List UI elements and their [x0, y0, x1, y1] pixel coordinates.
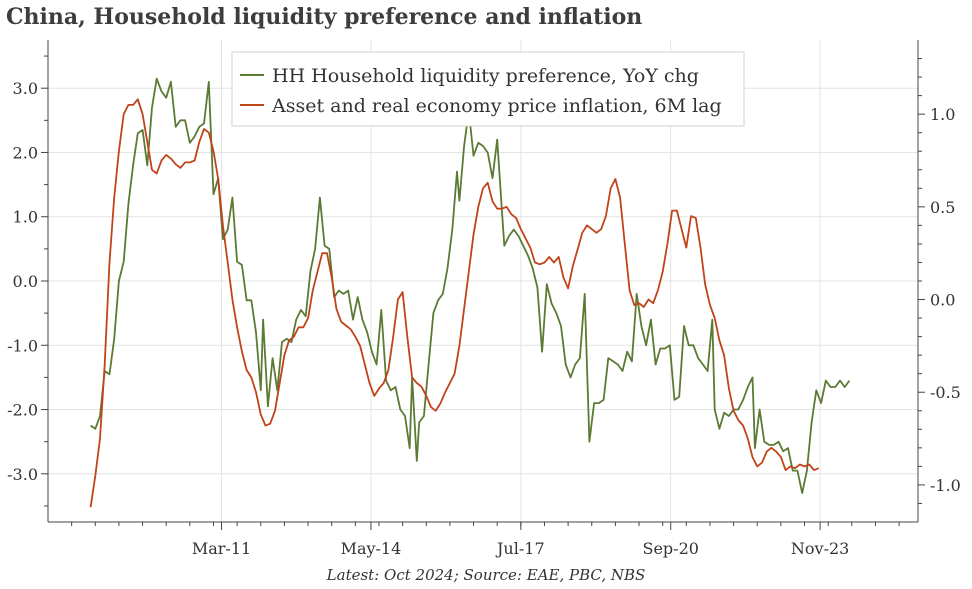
- x-axis-label: Nov-23: [791, 539, 849, 558]
- left-axis-label: -2.0: [7, 401, 38, 420]
- x-axis-label: Mar-11: [192, 539, 251, 558]
- x-axis-label: May-14: [341, 539, 402, 558]
- left-axis-label: 0.0: [13, 272, 38, 291]
- axes: 3.0 2.0 1.0 0.0 -1.0 -2.0 -3.0 1.0 0.5 0.0 -0.5 -1.…: [7, 40, 961, 558]
- left-axis-label: 1.0: [13, 208, 38, 227]
- x-axis-label: Jul-17: [495, 539, 545, 558]
- source-note: Latest: Oct 2024; Source: EAE, PBC, NBS: [326, 566, 646, 584]
- right-axis-label: -1.0: [930, 476, 961, 495]
- series-lines: [89, 77, 851, 508]
- chart-title: China, Household liquidity preference an…: [6, 4, 643, 30]
- right-axis-label: 1.0: [930, 105, 955, 124]
- right-axis-label: -0.5: [930, 383, 961, 402]
- legend: HH Household liquidity preference, YoY c…: [231, 51, 745, 127]
- right-axis-label: 0.5: [930, 198, 955, 217]
- legend-label-inflation: Asset and real economy price inflation, …: [271, 95, 722, 117]
- legend-label-liquidity: HH Household liquidity preference, YoY c…: [272, 65, 699, 87]
- x-axis-label: Sep-20: [642, 539, 698, 558]
- series-line-inflation: [89, 98, 820, 508]
- left-axis-label: 3.0: [13, 79, 38, 98]
- series-line-liquidity: [90, 77, 851, 494]
- left-axis-label: -3.0: [7, 465, 38, 484]
- left-axis-label: -1.0: [7, 336, 38, 355]
- left-axis-label: 2.0: [13, 143, 38, 162]
- legend-box: [231, 51, 745, 127]
- right-axis-label: 0.0: [930, 291, 955, 310]
